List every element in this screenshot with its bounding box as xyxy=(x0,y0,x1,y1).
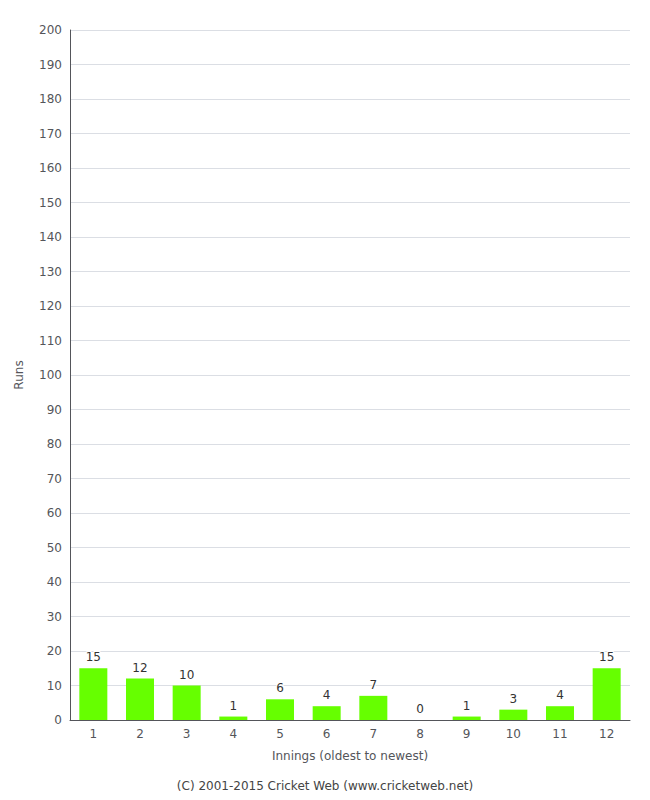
svg-text:120: 120 xyxy=(39,299,62,313)
svg-text:1: 1 xyxy=(230,699,238,713)
svg-text:50: 50 xyxy=(47,541,62,555)
svg-text:110: 110 xyxy=(39,334,62,348)
svg-text:170: 170 xyxy=(39,127,62,141)
svg-text:2: 2 xyxy=(136,727,144,741)
svg-text:140: 140 xyxy=(39,230,62,244)
svg-text:12: 12 xyxy=(132,661,147,675)
svg-text:Innings (oldest to newest): Innings (oldest to newest) xyxy=(272,749,428,763)
svg-text:(C) 2001-2015 Cricket Web (www: (C) 2001-2015 Cricket Web (www.cricketwe… xyxy=(177,779,473,793)
svg-text:9: 9 xyxy=(463,727,471,741)
svg-text:1: 1 xyxy=(90,727,98,741)
svg-text:5: 5 xyxy=(276,727,284,741)
svg-text:100: 100 xyxy=(39,368,62,382)
svg-text:7: 7 xyxy=(370,727,378,741)
svg-text:180: 180 xyxy=(39,92,62,106)
svg-text:80: 80 xyxy=(47,437,62,451)
svg-text:4: 4 xyxy=(556,688,564,702)
svg-text:200: 200 xyxy=(39,23,62,37)
svg-text:4: 4 xyxy=(230,727,238,741)
svg-text:15: 15 xyxy=(599,650,614,664)
svg-text:6: 6 xyxy=(276,681,284,695)
svg-text:4: 4 xyxy=(323,688,331,702)
svg-text:20: 20 xyxy=(47,644,62,658)
svg-text:90: 90 xyxy=(47,403,62,417)
svg-text:60: 60 xyxy=(47,506,62,520)
svg-text:10: 10 xyxy=(506,727,521,741)
svg-text:3: 3 xyxy=(183,727,191,741)
svg-text:11: 11 xyxy=(552,727,567,741)
svg-text:30: 30 xyxy=(47,610,62,624)
svg-text:0: 0 xyxy=(54,713,62,727)
svg-text:12: 12 xyxy=(599,727,614,741)
svg-text:1: 1 xyxy=(463,699,471,713)
svg-text:10: 10 xyxy=(179,668,194,682)
svg-text:Runs: Runs xyxy=(12,360,26,389)
svg-text:8: 8 xyxy=(416,727,424,741)
svg-text:3: 3 xyxy=(510,692,518,706)
svg-text:40: 40 xyxy=(47,575,62,589)
svg-text:160: 160 xyxy=(39,161,62,175)
svg-text:6: 6 xyxy=(323,727,331,741)
svg-text:10: 10 xyxy=(47,679,62,693)
svg-text:190: 190 xyxy=(39,58,62,72)
svg-text:70: 70 xyxy=(47,472,62,486)
svg-text:15: 15 xyxy=(86,650,101,664)
svg-text:150: 150 xyxy=(39,196,62,210)
svg-text:130: 130 xyxy=(39,265,62,279)
svg-text:7: 7 xyxy=(370,678,378,692)
svg-text:0: 0 xyxy=(416,702,424,716)
